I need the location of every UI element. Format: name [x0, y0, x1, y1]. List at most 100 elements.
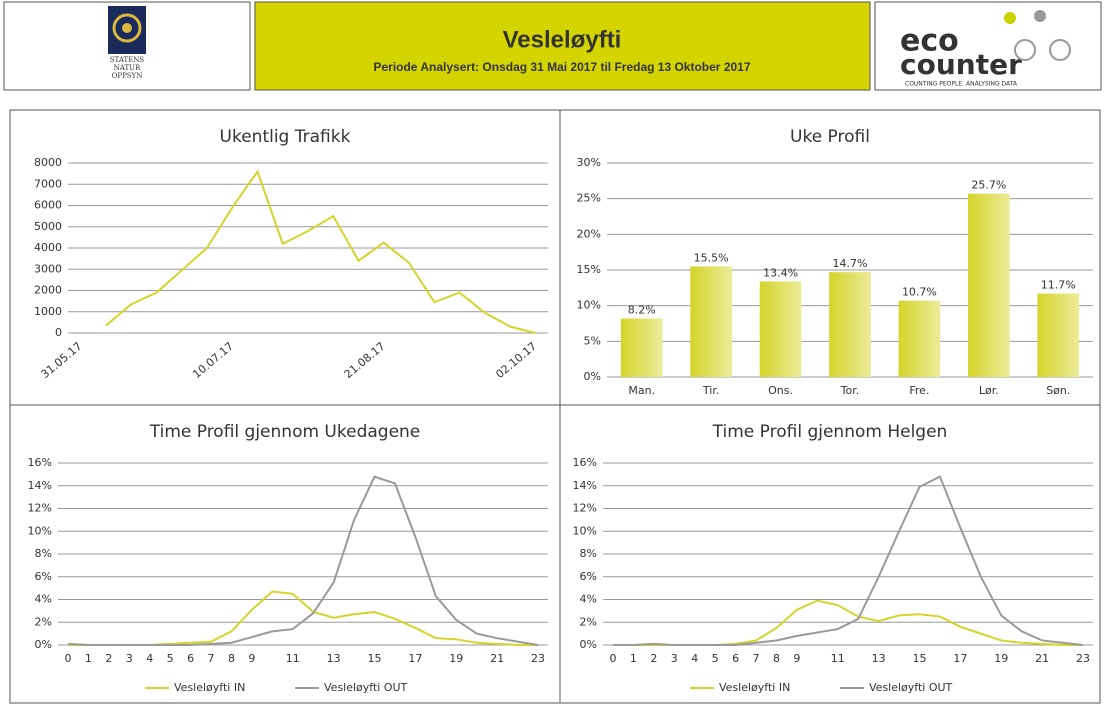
- y-tick-label: 4000: [34, 241, 62, 254]
- bar: [620, 318, 663, 377]
- brand: counter: [900, 48, 1022, 81]
- y-tick-label: 8%: [580, 547, 597, 560]
- y-tick-label: 12%: [28, 502, 52, 515]
- y-tick-label: 6%: [35, 570, 52, 583]
- y-tick-label: 16%: [573, 456, 597, 469]
- chart-title: Time Profil gjennom Ukedagene: [149, 422, 421, 442]
- title-box: [254, 1, 871, 91]
- y-tick-label: 20%: [577, 227, 601, 240]
- x-tick-label: 4: [146, 652, 153, 665]
- x-tick-label: 13: [327, 652, 341, 665]
- right-logo-box: [874, 1, 1102, 91]
- logo-text: NATUR: [114, 64, 141, 72]
- x-tick-label: 11: [286, 652, 300, 665]
- x-tick-label: 17: [953, 652, 967, 665]
- y-tick-label: 1000: [34, 305, 62, 318]
- y-tick-label: 8000: [34, 156, 62, 169]
- y-tick-label: 30%: [577, 156, 601, 169]
- y-tick-label: 0%: [584, 370, 601, 383]
- x-tick-label: 21: [1035, 652, 1049, 665]
- x-tick-label: 23: [531, 652, 545, 665]
- x-tick-label: 3: [671, 652, 678, 665]
- chart-title: Ukentlig Trafikk: [220, 127, 351, 147]
- y-tick-label: 0%: [580, 638, 597, 651]
- data-label: 11.7%: [1041, 279, 1076, 292]
- logo-text: STATENS: [110, 56, 145, 64]
- header-title: Vesleløyfti: [503, 26, 622, 53]
- line-series: [67, 475, 539, 646]
- x-tick-label: 13: [872, 652, 886, 665]
- y-tick-label: 12%: [573, 502, 597, 515]
- y-tick-label: 4%: [580, 593, 597, 606]
- x-tick-label: 4: [691, 652, 698, 665]
- y-tick-label: 3000: [34, 262, 62, 275]
- bar: [829, 272, 871, 377]
- x-tick-label: 23: [1076, 652, 1090, 665]
- legend-label: Vesleløyfti IN: [719, 681, 790, 694]
- x-tick-label: Man.: [628, 384, 655, 397]
- y-tick-label: 15%: [577, 263, 601, 276]
- x-tick-label: 0: [610, 652, 617, 665]
- x-tick-label: 3: [126, 652, 133, 665]
- x-tick-label: 21: [490, 652, 504, 665]
- x-tick-label: Søn.: [1046, 384, 1070, 397]
- x-tick-label: Lør.: [979, 384, 999, 397]
- legend-label: Vesleløyfti IN: [174, 681, 245, 694]
- bar: [898, 300, 941, 377]
- x-tick-label: 6: [187, 652, 194, 665]
- logo-text: OPPSYN: [112, 72, 143, 80]
- line-series: [613, 475, 1084, 646]
- y-tick-label: 5%: [584, 334, 601, 347]
- x-tick-label: 7: [753, 652, 760, 665]
- data-label: 14.7%: [833, 257, 868, 270]
- x-tick-label: 17: [408, 652, 422, 665]
- y-tick-label: 6%: [580, 570, 597, 583]
- bar: [1037, 293, 1080, 377]
- x-tick-label: 9: [793, 652, 800, 665]
- x-tick-label: 8: [228, 652, 235, 665]
- data-label: 10.7%: [902, 286, 937, 299]
- line-series: [105, 169, 536, 334]
- x-tick-label: Tor.: [840, 384, 860, 397]
- bar: [690, 266, 732, 377]
- x-tick-label: 2: [105, 652, 112, 665]
- cyclist-icon: [1004, 10, 1071, 61]
- y-tick-label: 5000: [34, 220, 62, 233]
- x-tick-label: 6: [732, 652, 739, 665]
- bar: [759, 281, 802, 377]
- y-tick-label: 4%: [35, 593, 52, 606]
- y-tick-label: 14%: [573, 479, 597, 492]
- x-tick-label: 9: [248, 652, 255, 665]
- x-tick-label: 15: [913, 652, 927, 665]
- x-tick-label: Ons.: [768, 384, 793, 397]
- y-tick-label: 0%: [35, 638, 52, 651]
- y-tick-label: 10%: [573, 524, 597, 537]
- data-label: 13.4%: [763, 266, 798, 279]
- legend-label: Vesleløyfti OUT: [869, 681, 953, 694]
- chart-title: Uke Profil: [790, 127, 870, 147]
- x-tick-label: 1: [85, 652, 92, 665]
- data-label: 15.5%: [694, 251, 729, 264]
- x-tick-label: 0: [65, 652, 72, 665]
- header-subtitle: Periode Analysert: Onsdag 31 Mai 2017 ti…: [373, 60, 750, 74]
- panel: [9, 109, 561, 406]
- x-tick-label: Tir.: [702, 384, 719, 397]
- emblem: [108, 6, 146, 54]
- y-tick-label: 0: [55, 326, 62, 339]
- tagline: COUNTING PEOPLE. ANALYSING DATA: [905, 81, 1018, 88]
- data-label: 8.2%: [628, 304, 656, 317]
- y-tick-label: 2000: [34, 284, 62, 297]
- data-label: 25.7%: [971, 179, 1006, 192]
- x-tick-label: 1: [630, 652, 637, 665]
- x-tick-label: 7: [208, 652, 215, 665]
- x-tick-label: 19: [994, 652, 1008, 665]
- y-tick-label: 10%: [28, 524, 52, 537]
- y-tick-label: 8%: [35, 547, 52, 560]
- x-tick-label: 8: [773, 652, 780, 665]
- y-tick-label: 2%: [580, 615, 597, 628]
- x-tick-label: 19: [449, 652, 463, 665]
- x-tick-label: 11: [831, 652, 845, 665]
- y-tick-label: 6000: [34, 199, 62, 212]
